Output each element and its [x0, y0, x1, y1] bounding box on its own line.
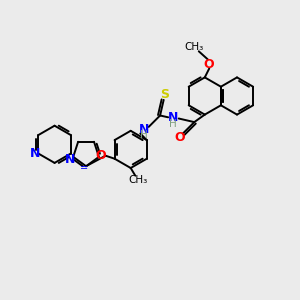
- Text: CH₃: CH₃: [128, 175, 147, 185]
- Text: N: N: [168, 111, 178, 124]
- Text: S: S: [160, 88, 169, 101]
- Text: N: N: [30, 147, 40, 160]
- Text: =: =: [80, 163, 88, 173]
- Text: O: O: [95, 149, 106, 162]
- Text: CH₃: CH₃: [184, 42, 203, 52]
- Text: O: O: [203, 58, 214, 71]
- Text: H: H: [169, 119, 177, 129]
- Text: N: N: [139, 123, 149, 136]
- Text: O: O: [174, 130, 184, 144]
- Text: H: H: [140, 130, 148, 140]
- Text: N: N: [64, 153, 75, 166]
